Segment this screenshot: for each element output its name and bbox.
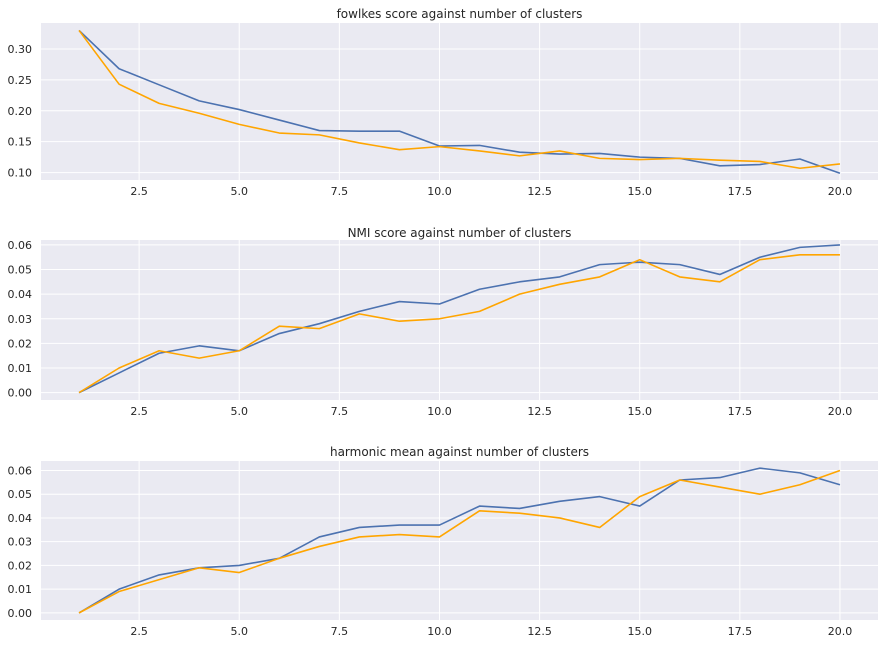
x-tick-label: 17.5: [728, 405, 753, 418]
y-tick-label: 0.01: [8, 362, 33, 375]
y-tick-label: 0.03: [8, 536, 33, 549]
x-tick-label: 12.5: [527, 185, 552, 198]
chart-title: NMI score against number of clusters: [348, 226, 572, 240]
series-line-2: [78, 253, 840, 394]
y-tick-label: 0.01: [8, 583, 33, 596]
x-tick-label: 17.5: [728, 625, 753, 638]
y-tick-label: 0.30: [8, 43, 33, 56]
series-line-2: [78, 469, 841, 614]
plot-area: [41, 23, 878, 180]
y-tick-label: 0.05: [8, 488, 33, 501]
y-tick-label: 0.02: [8, 337, 33, 350]
x-tick-label: 17.5: [728, 185, 753, 198]
x-tick-label: 15.0: [627, 185, 652, 198]
x-tick-label: 20.0: [828, 185, 853, 198]
x-tick-label: 2.5: [130, 405, 148, 418]
x-tick-label: 2.5: [130, 625, 148, 638]
chart-panel-1: fowlkes score against number of clusters…: [8, 7, 878, 198]
y-tick-label: 0.06: [8, 464, 33, 477]
y-tick-label: 0.00: [8, 387, 33, 400]
y-tick-label: 0.15: [8, 136, 33, 149]
y-tick-label: 0.00: [8, 607, 33, 620]
series-line-1: [78, 244, 840, 394]
x-tick-label: 10.0: [427, 405, 452, 418]
x-tick-label: 20.0: [828, 405, 853, 418]
chart-panel-2: NMI score against number of clusters 2.5 5…: [8, 226, 878, 418]
series-line-1: [78, 29, 841, 174]
chart-title: harmonic mean against number of clusters: [330, 445, 589, 459]
x-tick-label: 15.0: [627, 625, 652, 638]
y-tick-label: 0.05: [8, 264, 33, 277]
chart-title: fowlkes score against number of clusters: [337, 7, 583, 21]
series-line-1: [78, 467, 841, 614]
x-tick-label: 7.5: [331, 185, 349, 198]
x-tick-label: 5.0: [230, 185, 248, 198]
x-tick-label: 10.0: [427, 625, 452, 638]
x-tick-label: 15.0: [627, 405, 652, 418]
x-tick-label: 12.5: [527, 625, 552, 638]
x-tick-label: 5.0: [230, 405, 248, 418]
x-tick-label: 20.0: [828, 625, 853, 638]
y-tick-label: 0.03: [8, 313, 33, 326]
x-tick-label: 10.0: [427, 185, 452, 198]
x-tick-label: 12.5: [527, 405, 552, 418]
y-tick-label: 0.25: [8, 74, 33, 87]
y-tick-label: 0.04: [8, 288, 33, 301]
y-tick-label: 0.10: [8, 167, 33, 180]
x-tick-label: 7.5: [331, 625, 349, 638]
plot-area: [41, 461, 878, 620]
y-tick-label: 0.04: [8, 512, 33, 525]
y-tick-label: 0.20: [8, 105, 33, 118]
series-line-2: [78, 29, 841, 170]
y-tick-label: 0.02: [8, 559, 33, 572]
x-tick-label: 7.5: [331, 405, 349, 418]
x-tick-label: 2.5: [130, 185, 148, 198]
y-tick-label: 0.06: [8, 239, 33, 252]
chart-panel-3: harmonic mean against number of clusters…: [8, 445, 878, 638]
x-tick-label: 5.0: [230, 625, 248, 638]
